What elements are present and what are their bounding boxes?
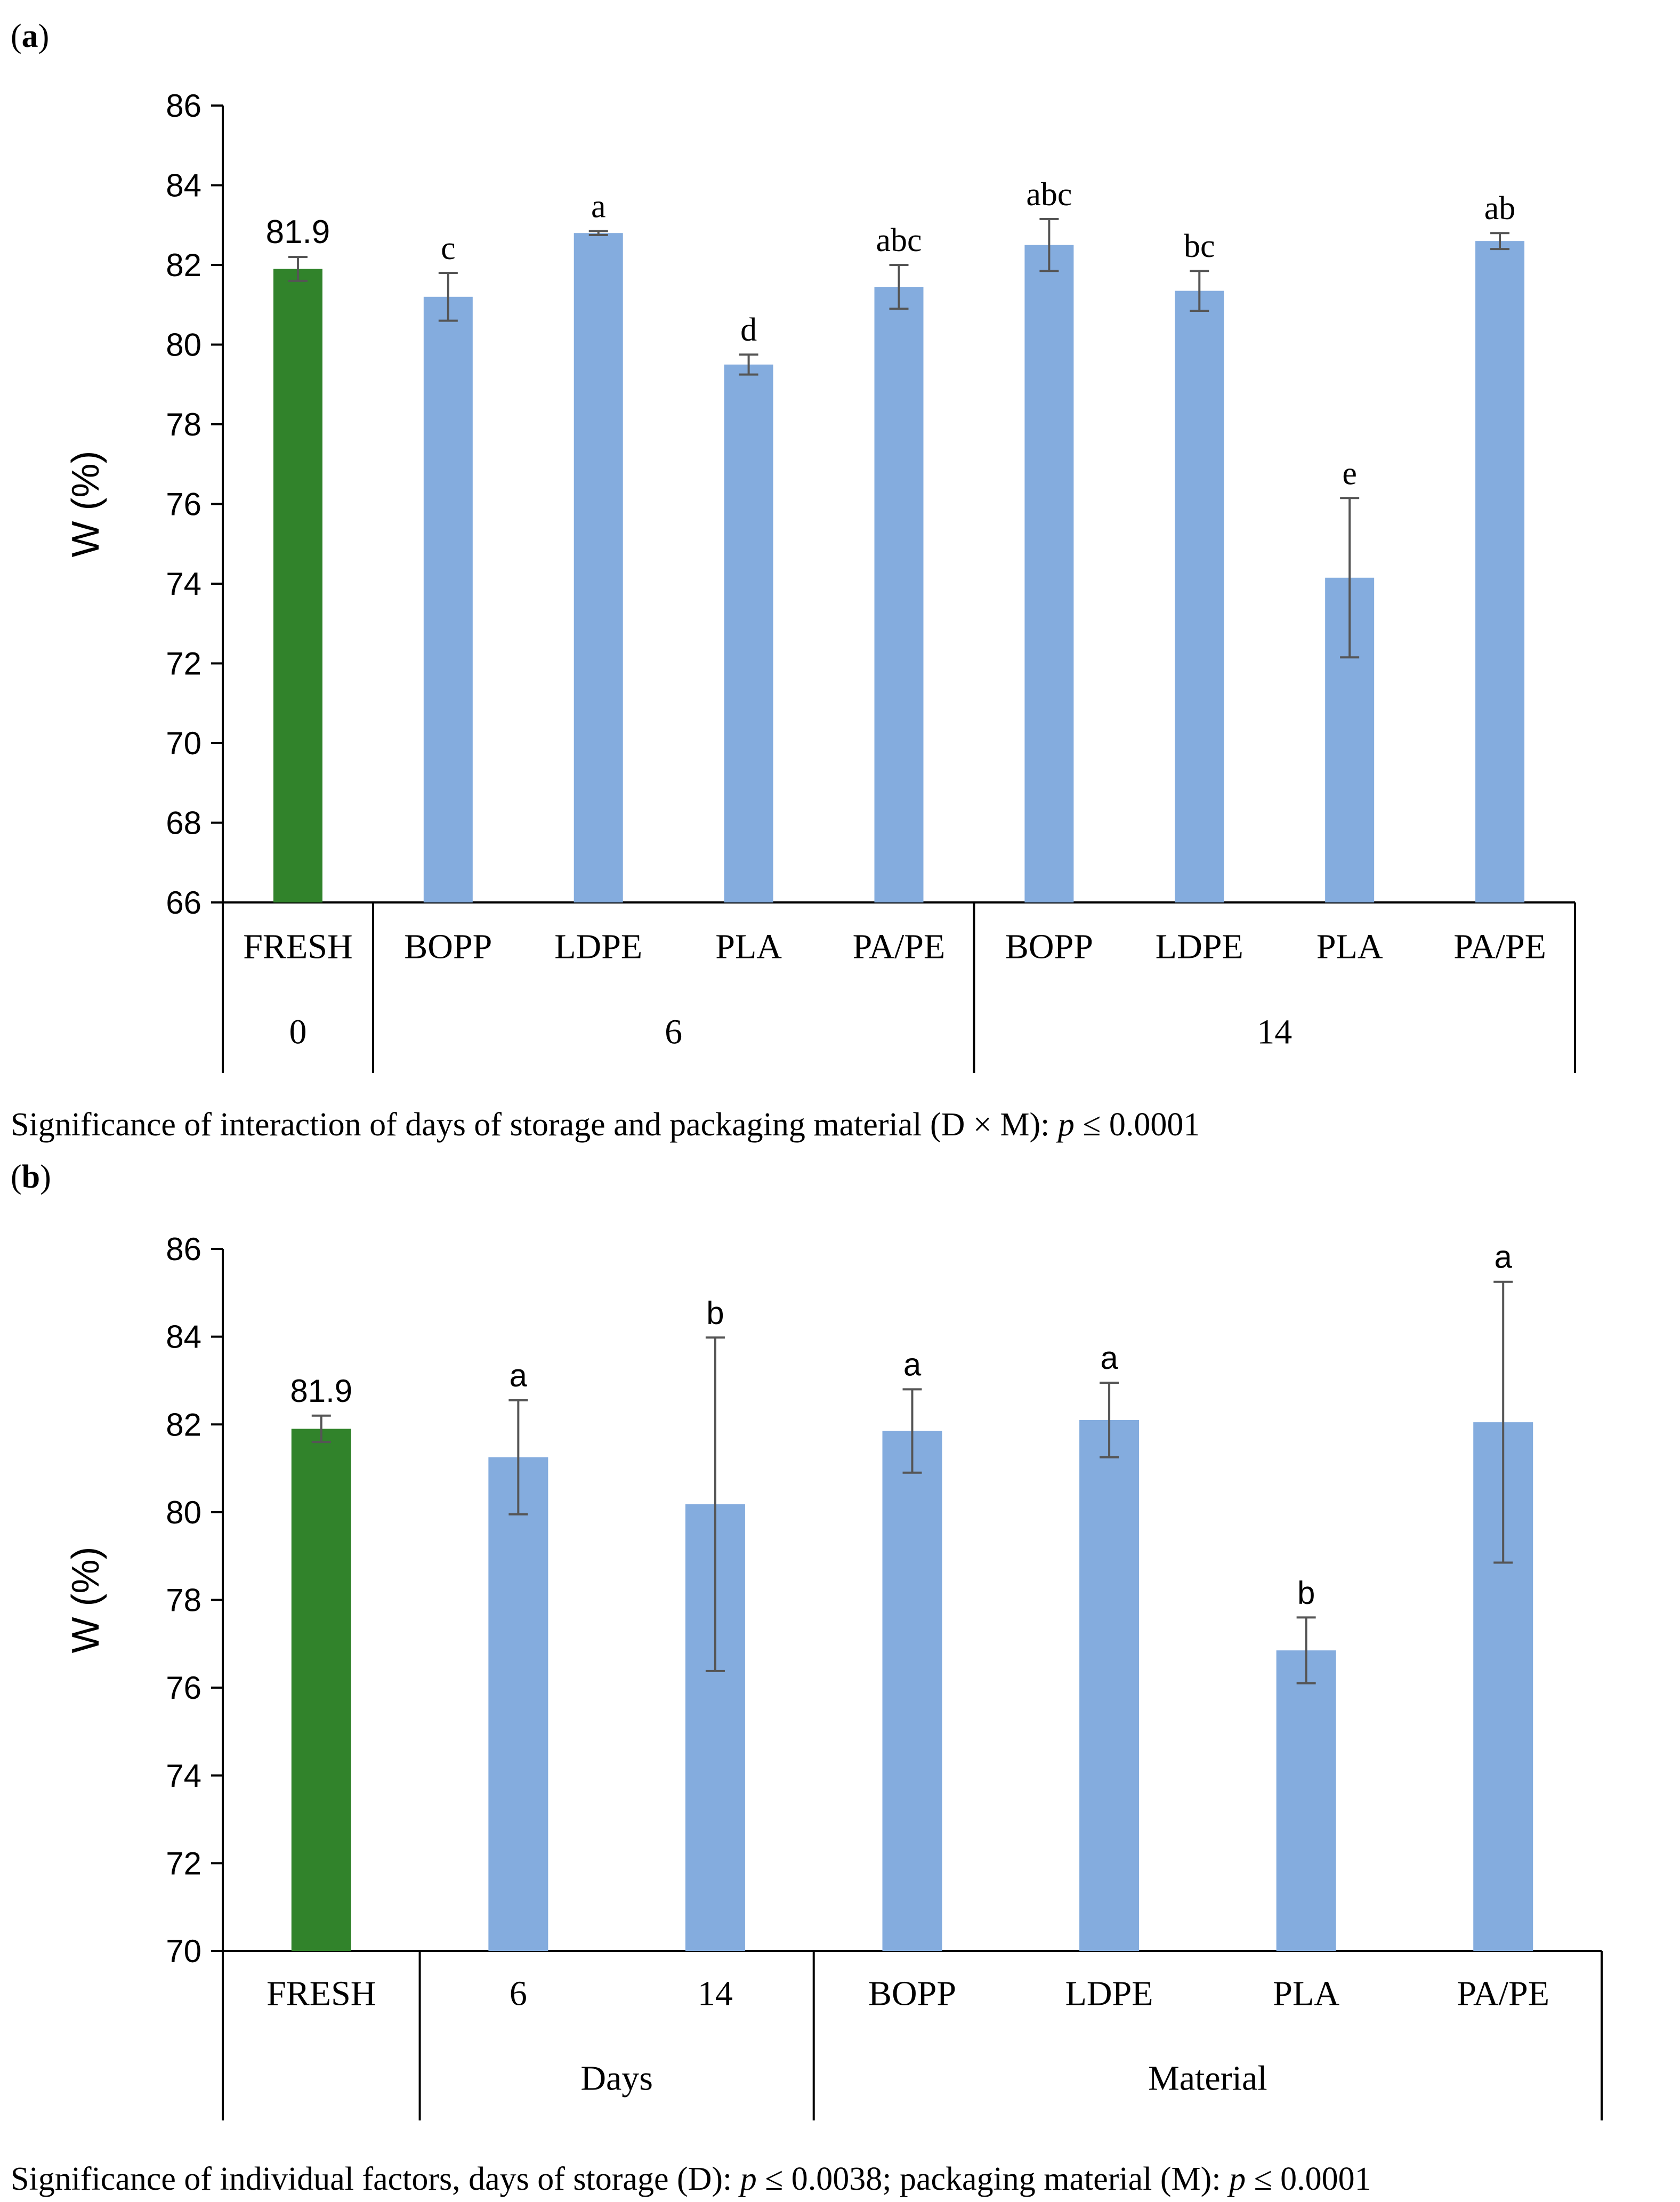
panel-a-category-label-1: FRESH: [243, 927, 352, 966]
panel-a-group-label-2: 6: [665, 1013, 682, 1052]
panel-b-group-label-3: Material: [1148, 2059, 1267, 2098]
panel-b-category-label-6: PLA: [1273, 1974, 1339, 2013]
panel-a-bar-3: [574, 233, 623, 903]
panel-b-letter: b: [22, 1159, 40, 1195]
panel-b-y-tick-label: 78: [166, 1583, 201, 1618]
footnote-a-value: ≤ 0.0001: [1075, 1107, 1200, 1143]
footnote-a: Significance of interaction of days of s…: [11, 1107, 1200, 1143]
panel-a-category-label-8: PLA: [1316, 927, 1383, 966]
panel-a-data-label-7: bc: [1184, 228, 1215, 264]
footnote-b-mid: ≤ 0.0038; packaging material (M):: [757, 2161, 1229, 2197]
panel-a-y-tick-label: 68: [166, 805, 201, 841]
panel-b-y-tick-label: 84: [166, 1319, 201, 1355]
panel-a-bar-1: [273, 269, 322, 903]
panel-b-data-label-1: 81.9: [290, 1373, 352, 1409]
panel-b-data-label-5: a: [1100, 1340, 1118, 1376]
panel-a-data-label-2: c: [441, 230, 456, 267]
panel-a-data-label-4: d: [740, 312, 757, 348]
panel-a-category-label-2: BOPP: [404, 927, 492, 966]
panel-b-label: (b): [11, 1159, 51, 1195]
panel-a-category-label-6: BOPP: [1005, 927, 1093, 966]
panel-b-y-tick-label: 86: [166, 1231, 201, 1267]
panel-b-data-label-4: a: [903, 1346, 922, 1382]
panel-a-y-axis-title: W (%): [64, 451, 107, 558]
panel-b-category-label-1: FRESH: [266, 1974, 376, 2013]
chart-panel-b: 70 72 74 76 78 80 82 84 86 W (%) 81.9 a b a a b a FRESH 6 1…: [64, 1231, 1603, 2120]
panel-b-y-tick-label: 72: [166, 1845, 201, 1881]
panel-a-data-label-1: 81.9: [266, 214, 330, 251]
panel-b-data-label-3: b: [706, 1295, 724, 1330]
panel-a-y-tick-label: 78: [166, 407, 201, 442]
panel-a-category-label-4: PLA: [715, 927, 782, 966]
panel-a-data-label-6: abc: [1026, 176, 1072, 213]
panel-b-y-tick-label: 80: [166, 1495, 201, 1530]
panel-b-y-tick-label: 70: [166, 1933, 201, 1969]
footnote-a-p: p: [1056, 1107, 1075, 1143]
panel-b-bar-2: [488, 1457, 548, 1951]
panel-a-category-label-7: LDPE: [1156, 927, 1243, 966]
panel-a-data-label-3: a: [591, 188, 606, 224]
panel-b-y-axis-title: W (%): [64, 1547, 107, 1653]
footnote-b-value: ≤ 0.0001: [1246, 2161, 1371, 2197]
panel-a-bar-2: [423, 296, 473, 902]
panel-b-data-label-2: a: [510, 1358, 528, 1393]
panel-a-y-tick-label: 80: [166, 327, 201, 363]
panel-b-y-tick-label: 74: [166, 1758, 201, 1794]
panel-b-category-label-3: 14: [698, 1974, 733, 2013]
panel-a-category-label-5: PA/PE: [853, 927, 946, 966]
panel-a-category-label-9: PA/PE: [1453, 927, 1546, 966]
panel-b-data-label-6: b: [1297, 1575, 1315, 1610]
panel-b-category-label-2: 6: [510, 1974, 527, 2013]
panel-a-y-tick-label: 72: [166, 646, 201, 682]
panel-b-y-tick-label: 82: [166, 1407, 201, 1442]
panel-b-data-label-7: a: [1495, 1239, 1513, 1275]
panel-b-y-tick-label: 76: [166, 1670, 201, 1706]
chart-panel-a: 66 68 70 72 74 76 78 80 82 84 86 W (%) 81.9 c a d abc abc…: [64, 88, 1576, 1073]
panel-b-category-label-5: LDPE: [1065, 1974, 1153, 2013]
panel-a-group-label-3: 14: [1257, 1013, 1292, 1052]
panel-a-label: (a): [11, 18, 49, 54]
panel-a-bar-6: [1024, 245, 1074, 902]
panel-a-y-tick-label: 82: [166, 247, 201, 283]
panel-a-bar-5: [874, 287, 924, 902]
panel-a-data-label-5: abc: [876, 222, 922, 259]
panel-a-y-tick-label: 86: [166, 88, 201, 124]
panel-a-group-label-1: 0: [289, 1013, 306, 1052]
panel-a-letter: a: [22, 18, 38, 54]
footnote-b-p1: p: [738, 2161, 757, 2197]
panel-a-bar-9: [1475, 241, 1525, 902]
footnote-b-p2: p: [1227, 2161, 1246, 2197]
footnote-b-prefix: Significance of individual factors, days…: [11, 2161, 740, 2197]
panel-b-bar-5: [1079, 1420, 1140, 1951]
panel-a-bar-4: [724, 364, 773, 902]
panel-a-bar-7: [1175, 291, 1224, 902]
panel-b-category-label-4: BOPP: [868, 1974, 956, 2013]
panel-b-bar-1: [291, 1429, 351, 1951]
footnote-a-prefix: Significance of interaction of days of s…: [11, 1107, 1058, 1143]
panel-a-y-tick-label: 84: [166, 168, 201, 204]
panel-a-y-tick-label: 66: [166, 885, 201, 921]
panel-b-bar-4: [882, 1431, 942, 1951]
panel-b-category-label-7: PA/PE: [1457, 1974, 1549, 2013]
panel-a-data-label-8: e: [1342, 455, 1357, 491]
footnote-b: Significance of individual factors, days…: [11, 2161, 1371, 2197]
panel-a-y-tick-label: 74: [166, 566, 201, 602]
panel-a-y-tick-label: 76: [166, 487, 201, 522]
panel-a-category-label-3: LDPE: [554, 927, 642, 966]
panel-b-group-label-2: Days: [580, 2059, 653, 2098]
panel-a-data-label-9: ab: [1484, 190, 1516, 227]
panel-b-bar-6: [1276, 1650, 1336, 1951]
panel-a-y-tick-label: 70: [166, 725, 201, 761]
